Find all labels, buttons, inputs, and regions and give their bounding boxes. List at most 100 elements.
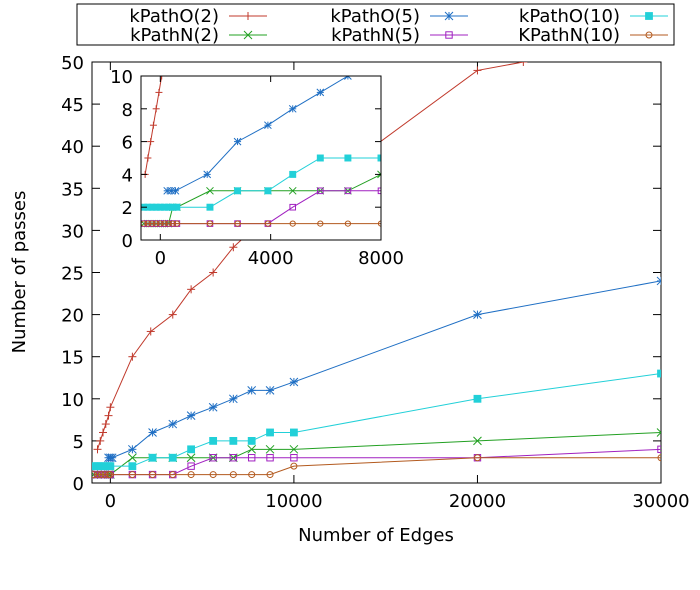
main-data-point [473,394,482,403]
inset-y-tick-label: 6 [122,133,133,154]
inset-data-point [144,220,152,227]
inset-data-point [206,186,214,195]
inset-plot-frame [140,75,382,241]
main-y-tick-label: 0 [73,474,84,495]
main-data-point [247,454,256,462]
main-data-point [266,428,274,437]
main-data-point [104,411,113,420]
main-data-point [209,268,218,277]
inset-data-point [233,137,242,146]
main-data-point [94,471,102,479]
inset-data-point [264,121,272,130]
inset-data-point [316,154,324,162]
inset-y-tick-label: 4 [122,165,133,186]
inset-data-point [157,220,164,227]
main-data-point [228,394,238,404]
inset-series-0 [141,76,166,178]
main-y-tick-label: 25 [61,264,84,285]
main-data-point [247,437,256,445]
inset-data-point [288,186,297,195]
inset-data-point [234,187,242,195]
inset-x-tick-label: 0 [155,248,166,269]
main-data-point [519,62,528,66]
main-data-point [266,454,274,462]
inset-y-tick-label: 8 [122,100,133,121]
main-data-point [187,285,196,294]
main-data-point [101,420,110,429]
main-y-tick-label: 50 [61,53,84,74]
inset-x-tick-label: 4000 [248,248,294,269]
inset-data-point [289,203,297,211]
inset-axis-ticks: 0 4000 8000 0 2 4 6 8 10 [110,67,404,269]
legend-marker [444,11,454,21]
legend-label: KPathN(10) [518,25,620,46]
main-x-tick-label: 10000 [265,491,322,512]
inset-data-point [377,220,381,227]
legend-items: kPathO(2) kPathO(5) kPathO(10) kPathN(2) kPa… [129,6,668,46]
main-data-point [99,428,108,437]
main-data-point [657,445,661,454]
inset-data-point [288,104,297,113]
inset-data-point [169,220,176,227]
main-data-point [473,436,482,446]
main-data-point [247,444,257,454]
main-data-point [229,243,238,252]
inset-data-point [344,76,352,80]
inset-data-point [173,220,180,227]
main-series-line [108,280,661,459]
inset-y-tick-label: 10 [110,67,133,88]
main-data-point [168,310,177,319]
inset-x-tick-label: 8000 [358,248,404,269]
inset-series-5 [141,220,381,227]
inset-data-point [344,154,352,162]
main-data-point [265,386,275,395]
main-data-point [290,428,298,437]
legend-item: kPathO(5) [330,6,468,27]
main-y-tick-label: 20 [61,306,84,327]
inset-data-point [149,121,157,129]
legend-item: kPathN(5) [331,25,468,46]
main-data-point [266,471,274,479]
main-data-point [657,454,661,462]
inset-series-2 [163,76,352,195]
legend-label: kPathO(10) [519,6,620,27]
main-data-point [168,453,177,462]
inset-plot: 0 4000 8000 0 2 4 6 8 10 [110,67,404,269]
inset-data-point [344,220,352,227]
inset-data-point [206,203,214,211]
main-data-point [209,471,217,479]
main-data-point [229,454,238,462]
main-series-2 [104,276,661,463]
main-data-point [128,444,137,454]
main-series-4 [92,369,661,471]
inset-data-point [264,187,272,195]
inset-data-point [173,203,181,211]
main-data-point [106,471,114,479]
inset-data-point [165,220,172,227]
main-data-point [93,445,102,454]
legend-item: kPathN(2) [130,25,267,46]
main-data-point [656,428,661,437]
main-data-point [105,471,113,479]
main-data-point [229,471,237,479]
main-data-point [107,453,117,463]
main-data-point [657,369,661,378]
legend-label: kPathO(2) [129,6,219,27]
main-data-point [248,471,256,479]
main-data-point [96,436,105,445]
main-data-point [128,471,136,479]
main-data-point [186,411,196,420]
inset-data-point [264,220,272,227]
main-data-point [106,403,115,412]
main-data-point [106,462,115,471]
main-data-point [187,471,195,479]
inset-data-point [152,105,160,113]
main-series-line [93,373,661,467]
legend-marker [445,31,453,39]
main-data-point [92,471,98,479]
main-data-point [290,454,298,462]
main-data-point [289,444,299,454]
inset-series-group [141,76,381,228]
inset-data-point [144,154,152,162]
